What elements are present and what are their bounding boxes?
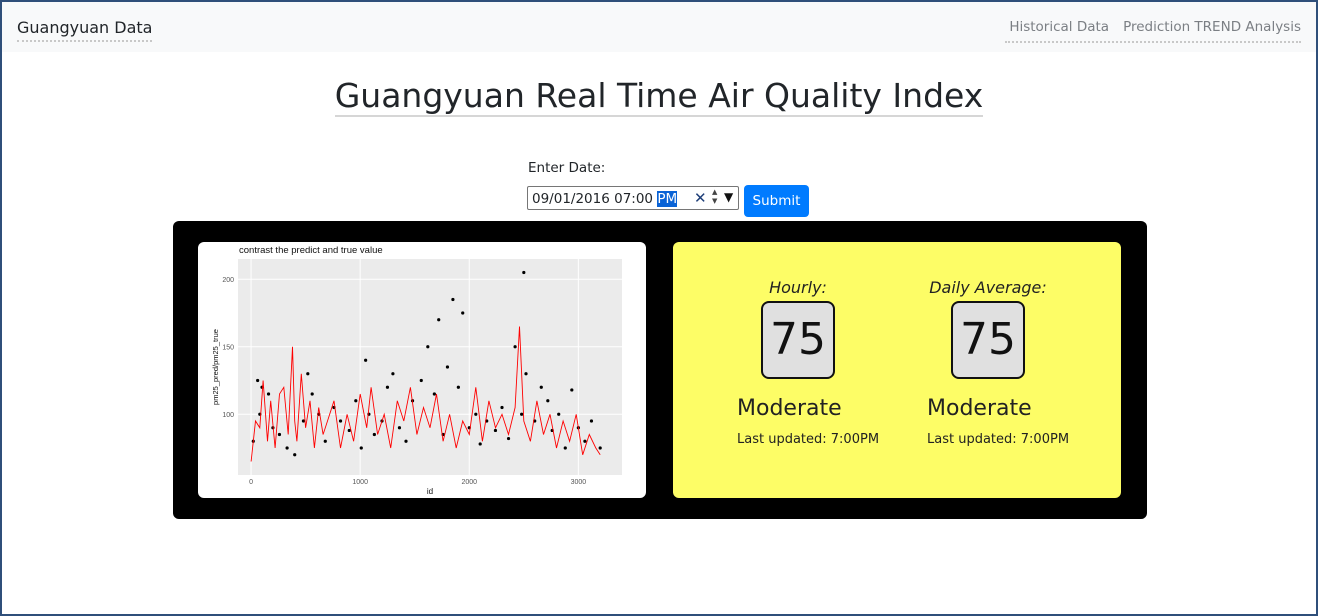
true-value-point [364, 358, 368, 362]
submit-button[interactable]: Submit [744, 185, 809, 217]
true-value-point [474, 412, 478, 416]
true-value-point [570, 388, 574, 392]
page-title-wrap: Guangyuan Real Time Air Quality Index [0, 76, 1318, 117]
daily-value: 75 [951, 301, 1025, 379]
daily-status: Moderate [927, 396, 1032, 421]
true-value-point [456, 385, 460, 389]
true-value-point [266, 392, 271, 396]
true-value-point [404, 439, 408, 443]
daily-updated: Last updated: 7:00PM [927, 432, 1070, 447]
true-value-point [546, 399, 550, 403]
true-value-point [563, 446, 567, 450]
true-value-point [301, 419, 306, 423]
spinner-icon[interactable]: ▲ ▼ [712, 188, 718, 205]
x-tick-label: 2000 [461, 479, 477, 486]
true-value-point [445, 365, 450, 369]
y-tick-label: 150 [222, 344, 234, 351]
date-value-selected: PM [657, 191, 678, 207]
true-value-point [385, 385, 390, 389]
daily-label: Daily Average: [929, 278, 1047, 297]
date-value-main: 09/01/2016 07:00 [532, 191, 654, 207]
hourly-value: 75 [761, 301, 835, 379]
true-value-point [419, 378, 423, 383]
true-value-point [478, 442, 482, 446]
plot-background [238, 259, 622, 475]
hourly-updated: Last updated: 7:00PM [737, 432, 880, 447]
true-value-point [354, 399, 358, 403]
true-value-point [598, 446, 602, 450]
chart-title: contrast the predict and true value [239, 245, 383, 256]
date-label: Enter Date: [528, 160, 606, 176]
true-value-point [347, 428, 351, 433]
true-value-point [323, 439, 327, 443]
true-value-point [520, 412, 524, 416]
true-value-point [437, 318, 441, 322]
date-input-value[interactable]: 09/01/2016 07:00 PM [532, 191, 678, 207]
x-tick-label: 3000 [571, 479, 587, 486]
true-value-point [293, 453, 297, 457]
prediction-chart: 0 1000 2000 3000 100 150 200 contrast the pred… [211, 245, 622, 496]
true-value-point [372, 432, 376, 437]
true-value-point [506, 436, 511, 441]
true-value-point [493, 428, 498, 433]
true-value-point [557, 412, 561, 416]
y-tick-label: 100 [222, 412, 234, 419]
true-value-point [285, 446, 289, 450]
y-axis-label: pm25_pred/pm25_true [211, 329, 220, 405]
hourly-label: Hourly: [769, 278, 827, 297]
true-value-point [432, 392, 436, 396]
true-value-point [461, 311, 465, 315]
true-value-point [500, 405, 504, 410]
true-value-point [524, 372, 528, 376]
nav-link-historical-data[interactable]: Historical Data [1009, 19, 1110, 35]
predicted-value-line [250, 326, 601, 462]
nav-link-prediction-trend[interactable]: Prediction TREND Analysis [1123, 19, 1301, 35]
true-value-point [256, 378, 260, 383]
true-value-point [583, 439, 587, 443]
true-value-point [359, 446, 363, 450]
true-value-point [513, 345, 517, 349]
true-value-point [451, 297, 455, 302]
true-value-point [310, 392, 314, 396]
results-panel: 0 1000 2000 3000 100 150 200 contrast the pred… [173, 221, 1147, 519]
x-axis-label: id [427, 487, 433, 496]
true-value-point [277, 432, 282, 437]
clear-icon[interactable]: ✕ [694, 189, 707, 207]
true-value-point [306, 372, 310, 376]
aqi-card: Hourly: 75 Moderate Last updated: 7:00PM… [673, 242, 1121, 498]
chart-card: 0 1000 2000 3000 100 150 200 contrast the pred… [198, 242, 646, 498]
true-value-point [589, 419, 594, 423]
date-input[interactable]: 09/01/2016 07:00 PM ✕ ▲ ▼ ▼ [527, 186, 739, 210]
true-value-point [391, 372, 395, 376]
true-value-point [397, 426, 402, 430]
true-value-point [522, 270, 526, 275]
navbar: Guangyuan Data Historical Data Predictio… [2, 2, 1316, 52]
x-tick-label: 1000 [352, 479, 368, 486]
dropdown-arrow-icon[interactable]: ▼ [724, 190, 734, 204]
page-title: Guangyuan Real Time Air Quality Index [334, 76, 984, 117]
true-value-point [338, 419, 343, 423]
true-value-point [426, 345, 430, 349]
daily-column: Daily Average: 75 [908, 278, 1068, 379]
nav-links: Historical Data Prediction TREND Analysi… [1005, 19, 1301, 43]
true-value-point [539, 385, 543, 389]
navbar-brand[interactable]: Guangyuan Data [17, 18, 153, 42]
hourly-status: Moderate [737, 396, 842, 421]
x-tick-label: 0 [249, 479, 253, 486]
y-tick-label: 200 [222, 277, 234, 284]
hourly-column: Hourly: 75 [718, 278, 878, 379]
